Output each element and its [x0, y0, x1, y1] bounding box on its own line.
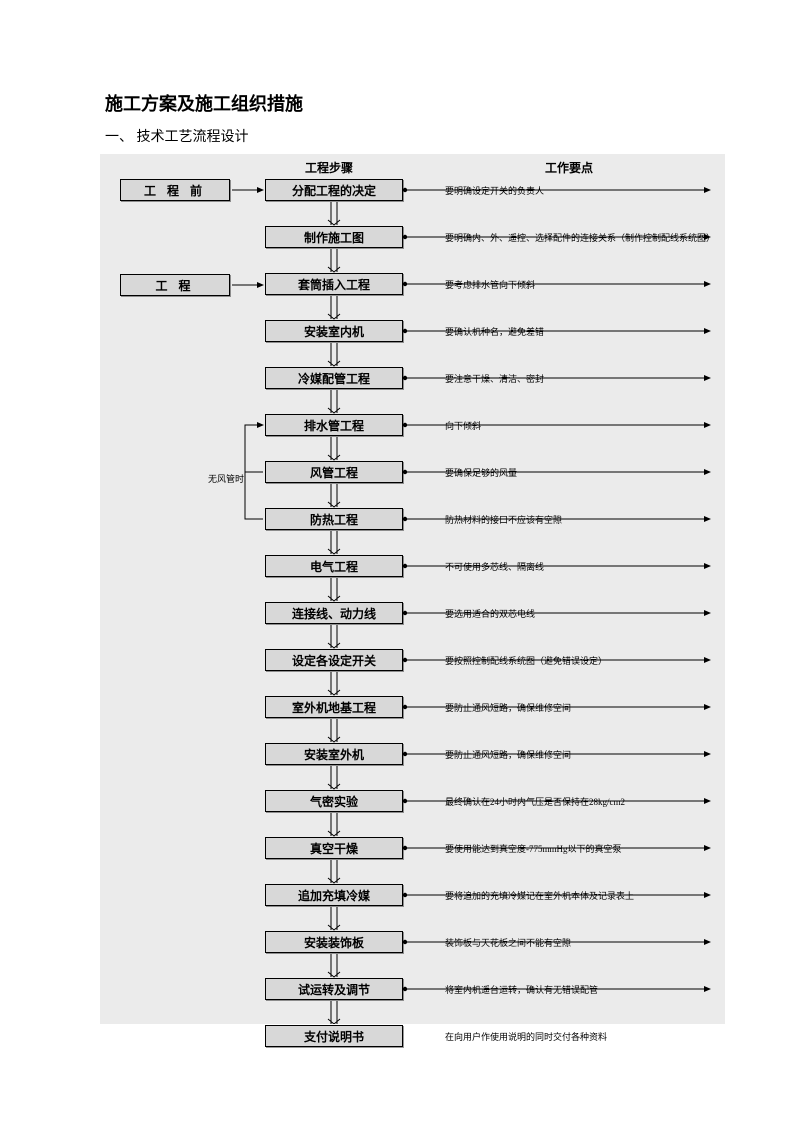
- step-box-7: 防热工程: [265, 508, 403, 530]
- step-note-9: 要选用适合的双芯电线: [445, 607, 535, 620]
- step-box-3: 安装室内机: [265, 320, 403, 342]
- step-box-13: 气密实验: [265, 790, 403, 812]
- step-note-0: 要明确设定开关的负责人: [445, 184, 544, 197]
- step-note-12: 要防止通风短路，确保维修空间: [445, 748, 571, 761]
- phase-box-0: 工 程 前: [120, 179, 230, 201]
- step-box-9: 连接线、动力线: [265, 602, 403, 624]
- step-note-1: 要明确内、外、遥控、选择配件的连接关系（制作控制配线系统图）: [445, 231, 715, 244]
- step-note-17: 将室内机遥台运转，确认有无错误配管: [445, 983, 598, 996]
- step-box-14: 真空干燥: [265, 837, 403, 859]
- step-note-11: 要防止通风短路，确保维修空间: [445, 701, 571, 714]
- page-title: 施工方案及施工组织措施: [105, 90, 733, 116]
- step-note-15: 要将追加的充填冷媒记在室外机本体及记录表上: [445, 889, 634, 902]
- step-note-14: 要使用能达到真空度-775mmHg以下的真空泵: [445, 842, 622, 855]
- step-box-17: 试运转及调节: [265, 978, 403, 1000]
- step-box-15: 追加充填冷媒: [265, 884, 403, 906]
- step-box-8: 电气工程: [265, 555, 403, 577]
- step-box-10: 设定各设定开关: [265, 649, 403, 671]
- step-note-6: 要确保足够的风量: [445, 466, 517, 479]
- step-box-4: 冷媒配管工程: [265, 367, 403, 389]
- column-header-steps: 工程步骤: [305, 159, 353, 176]
- loop-label: 无风管时: [208, 472, 244, 485]
- step-note-16: 装饰板与天花板之间不能有空隙: [445, 936, 571, 949]
- step-note-7: 防热材料的接口不应该有空隙: [445, 513, 562, 526]
- step-box-2: 套筒插入工程: [265, 273, 403, 295]
- step-note-5: 向下倾斜: [445, 419, 481, 432]
- step-note-3: 要确认机种名，避免差错: [445, 325, 544, 338]
- column-header-notes: 工作要点: [545, 159, 593, 176]
- phase-box-1: 工 程: [120, 274, 230, 296]
- step-note-18: 在向用户作使用说明的同时交付各种资料: [445, 1030, 607, 1043]
- step-note-10: 要按照控制配线系统图（避免错误设定）: [445, 654, 607, 667]
- step-box-11: 室外机地基工程: [265, 696, 403, 718]
- step-note-8: 不可使用多芯线、隔离线: [445, 560, 544, 573]
- step-box-1: 制作施工图: [265, 226, 403, 248]
- step-note-13: 最终确认在24小时内气压是否保持在28kg/cm2: [445, 795, 625, 808]
- step-note-4: 要注意干燥、清洁、密封: [445, 372, 544, 385]
- section-subtitle: 一、 技术工艺流程设计: [105, 126, 733, 146]
- step-box-5: 排水管工程: [265, 414, 403, 436]
- step-box-18: 支付说明书: [265, 1025, 403, 1047]
- step-note-2: 要考虑排水管向下倾斜: [445, 278, 535, 291]
- flowchart-area: 工程步骤 工作要点 工 程 前工 程 分配工程的决定 要明确设定开关的负责人制作施工…: [100, 154, 725, 1024]
- step-box-6: 风管工程: [265, 461, 403, 483]
- step-box-16: 安装装饰板: [265, 931, 403, 953]
- step-box-12: 安装室外机: [265, 743, 403, 765]
- step-box-0: 分配工程的决定: [265, 179, 403, 201]
